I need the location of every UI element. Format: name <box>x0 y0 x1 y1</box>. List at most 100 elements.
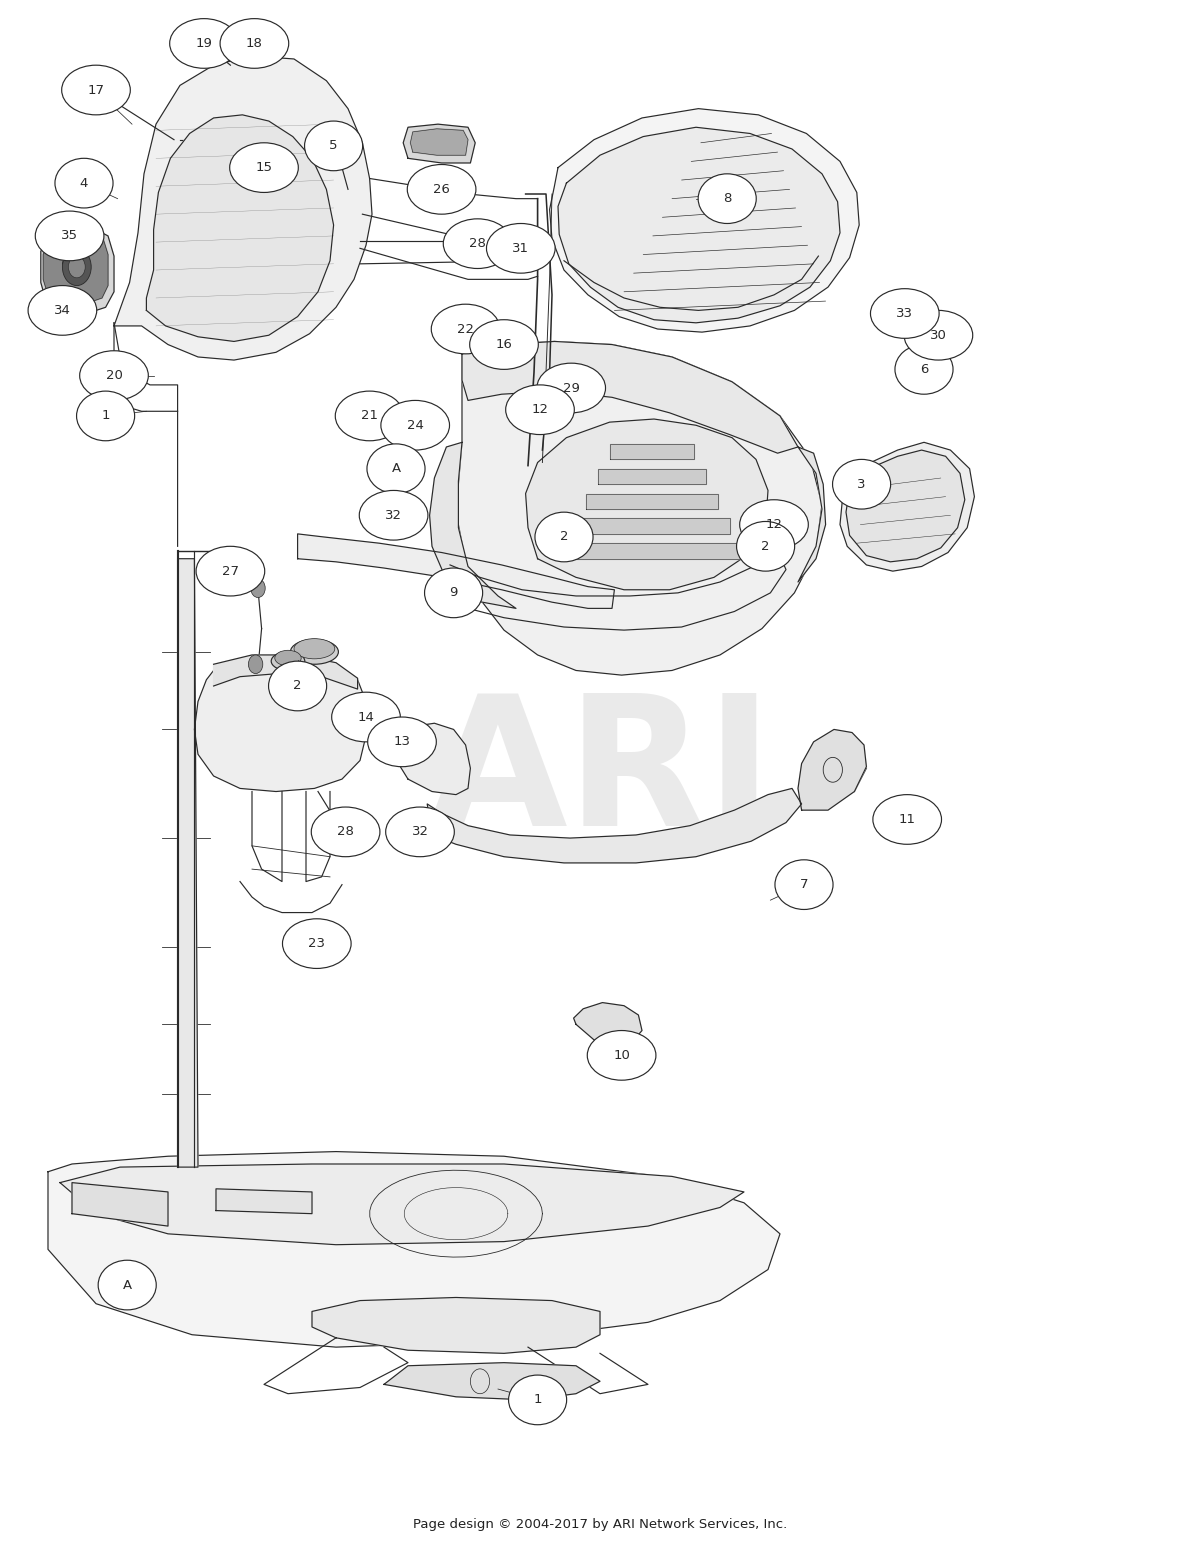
Polygon shape <box>798 447 826 582</box>
Ellipse shape <box>196 546 265 596</box>
Ellipse shape <box>28 286 97 335</box>
Polygon shape <box>214 655 358 689</box>
Polygon shape <box>526 419 768 590</box>
Ellipse shape <box>98 1260 156 1310</box>
Polygon shape <box>43 233 108 304</box>
Text: 12: 12 <box>766 518 782 531</box>
Text: 32: 32 <box>412 826 428 838</box>
Polygon shape <box>312 1297 600 1353</box>
Ellipse shape <box>431 304 500 354</box>
Polygon shape <box>550 109 859 332</box>
Ellipse shape <box>55 158 113 208</box>
Polygon shape <box>146 115 334 341</box>
Text: 11: 11 <box>899 813 916 826</box>
Polygon shape <box>384 1363 600 1400</box>
Ellipse shape <box>587 1031 656 1080</box>
Polygon shape <box>430 442 516 608</box>
Text: 1: 1 <box>533 1394 542 1406</box>
Text: 6: 6 <box>920 363 928 376</box>
Polygon shape <box>427 788 802 863</box>
Text: A: A <box>122 1279 132 1291</box>
Text: 33: 33 <box>896 307 913 320</box>
Ellipse shape <box>269 661 326 711</box>
Ellipse shape <box>698 174 756 223</box>
Ellipse shape <box>509 1375 566 1425</box>
Text: 20: 20 <box>106 369 122 382</box>
Ellipse shape <box>367 717 437 767</box>
Ellipse shape <box>739 500 809 549</box>
Circle shape <box>68 256 85 278</box>
Circle shape <box>62 248 91 286</box>
Polygon shape <box>403 124 475 163</box>
Polygon shape <box>216 1189 312 1214</box>
Ellipse shape <box>486 223 556 273</box>
Polygon shape <box>586 494 718 509</box>
Polygon shape <box>798 729 866 810</box>
Polygon shape <box>610 444 694 459</box>
Polygon shape <box>178 559 198 1167</box>
Ellipse shape <box>77 391 134 441</box>
Polygon shape <box>574 518 730 534</box>
Text: 22: 22 <box>457 323 474 335</box>
Text: 18: 18 <box>246 37 263 50</box>
Text: 23: 23 <box>308 937 325 950</box>
Ellipse shape <box>872 795 942 844</box>
Ellipse shape <box>275 650 301 666</box>
Ellipse shape <box>407 165 476 214</box>
Text: 4: 4 <box>80 177 88 189</box>
Text: 2: 2 <box>559 531 569 543</box>
Ellipse shape <box>169 19 239 68</box>
Ellipse shape <box>895 345 953 394</box>
Text: 10: 10 <box>613 1049 630 1062</box>
Text: Page design © 2004-2017 by ARI Network Services, Inc.: Page design © 2004-2017 by ARI Network S… <box>413 1518 787 1530</box>
Text: 9: 9 <box>450 587 457 599</box>
Text: 2: 2 <box>761 540 770 553</box>
Ellipse shape <box>294 639 335 660</box>
Text: 26: 26 <box>433 183 450 196</box>
Polygon shape <box>458 341 822 675</box>
Text: 21: 21 <box>361 410 378 422</box>
Text: 28: 28 <box>337 826 354 838</box>
Polygon shape <box>298 534 614 608</box>
Polygon shape <box>462 341 798 453</box>
Text: 31: 31 <box>512 242 529 255</box>
Ellipse shape <box>425 568 482 618</box>
Text: 34: 34 <box>54 304 71 317</box>
Ellipse shape <box>833 459 890 509</box>
Ellipse shape <box>331 692 401 742</box>
Ellipse shape <box>359 490 428 540</box>
Text: 27: 27 <box>222 565 239 577</box>
Ellipse shape <box>469 320 539 369</box>
Ellipse shape <box>220 19 289 68</box>
Polygon shape <box>60 1164 744 1245</box>
Text: 29: 29 <box>563 382 580 394</box>
Polygon shape <box>846 450 965 562</box>
Circle shape <box>251 579 265 598</box>
Polygon shape <box>114 56 372 360</box>
Ellipse shape <box>61 65 131 115</box>
Ellipse shape <box>904 310 973 360</box>
Text: 15: 15 <box>256 161 272 174</box>
Circle shape <box>248 655 263 674</box>
Polygon shape <box>194 658 366 792</box>
Text: 24: 24 <box>407 419 424 431</box>
Text: ARI: ARI <box>427 688 773 864</box>
Text: 28: 28 <box>469 237 486 250</box>
Polygon shape <box>398 723 470 795</box>
Text: 13: 13 <box>394 736 410 748</box>
Text: 14: 14 <box>358 711 374 723</box>
Text: 16: 16 <box>496 338 512 351</box>
Polygon shape <box>410 129 468 155</box>
Ellipse shape <box>443 219 512 268</box>
Polygon shape <box>574 1003 642 1046</box>
Ellipse shape <box>229 143 299 192</box>
Polygon shape <box>562 543 742 559</box>
Polygon shape <box>48 1152 780 1347</box>
Ellipse shape <box>775 860 833 909</box>
Text: 30: 30 <box>930 329 947 341</box>
Polygon shape <box>840 442 974 571</box>
Ellipse shape <box>282 919 352 968</box>
Text: 1: 1 <box>101 410 110 422</box>
Ellipse shape <box>35 211 104 261</box>
Text: 3: 3 <box>857 478 866 490</box>
